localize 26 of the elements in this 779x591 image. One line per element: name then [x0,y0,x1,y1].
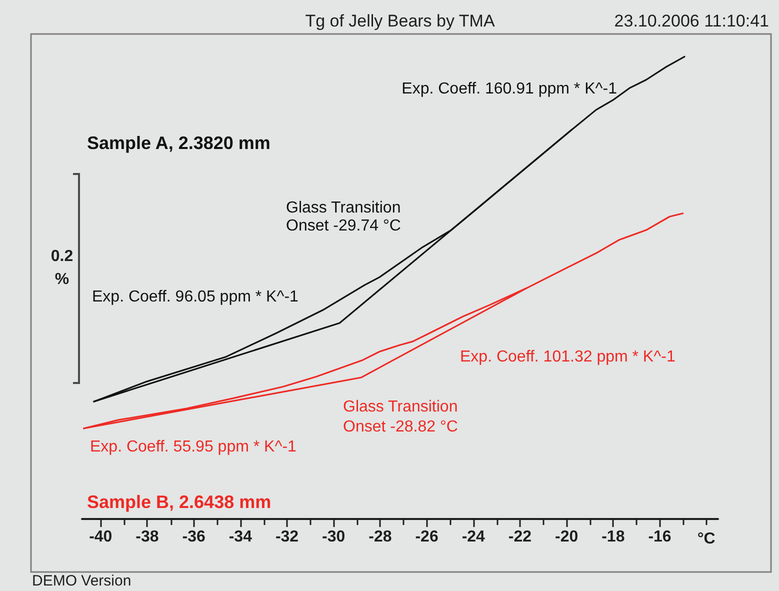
x-tick-label: -34 [228,528,252,546]
annotation: Glass Transition Onset -29.74 °C [286,200,401,234]
text: DEMO Version [32,572,132,590]
annotation: Exp. Coeff. 96.05 ppm * K^-1 [92,288,299,306]
x-tick-label: -20 [555,528,578,546]
x-tick-label: -28 [368,528,392,546]
x-tick-label: -22 [508,528,532,546]
text: Sample B, 2.6438 mm [87,492,272,512]
text: 23.10.2006 11:10:41 [614,12,769,30]
x-tick-label: -36 [182,528,206,546]
x-tick-label: -26 [415,528,438,546]
annotation: Exp. Coeff. 101.32 ppm * K^-1 [460,348,676,366]
x-tick-label: -32 [275,528,299,546]
text: Sample A, 2.3820 mm [87,133,270,153]
x-tick-label: -38 [136,528,159,546]
x-axis-title: °C [697,530,716,548]
chart-title: Tg of Jelly Bears by TMA [305,12,496,30]
x-tick-label: -16 [648,528,672,546]
x-tick-label: -18 [602,528,625,546]
annotation: Exp. Coeff. 160.91 ppm * K^-1 [402,80,618,98]
annotation: Exp. Coeff. 55.95 ppm * K^-1 [90,438,297,456]
x-tick-label: -40 [89,528,112,546]
text: 0.2 % [50,248,74,288]
annotation: Glass Transition Onset -28.82 °C [343,398,458,436]
x-tick-label: -24 [462,528,486,546]
x-tick-label: -30 [322,528,346,546]
